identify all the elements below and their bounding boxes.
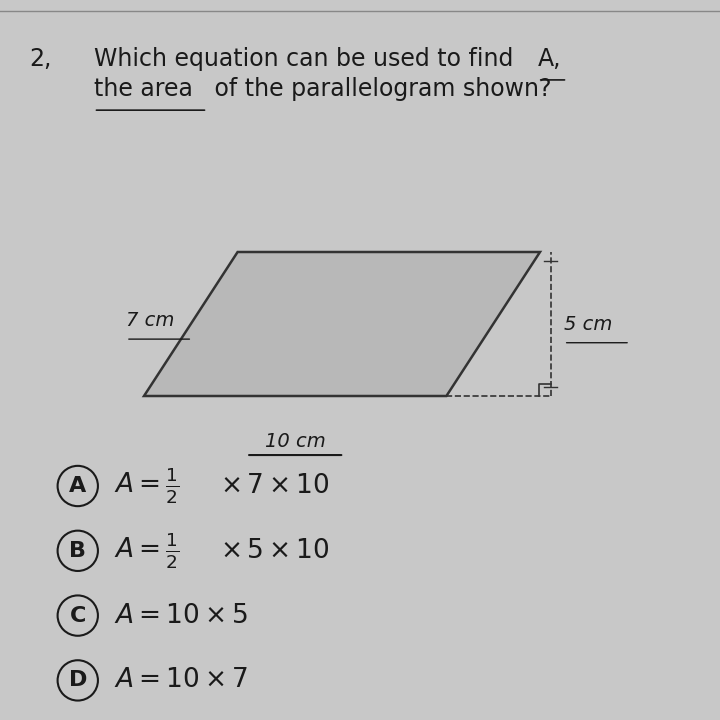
Text: $\times\, 7 \times 10$: $\times\, 7 \times 10$ <box>220 473 330 499</box>
Text: $A = \frac{1}{2}$: $A = \frac{1}{2}$ <box>114 466 179 506</box>
Text: B: B <box>69 541 86 561</box>
Text: 5 cm: 5 cm <box>564 315 612 333</box>
Text: 2,: 2, <box>29 47 51 71</box>
Text: A: A <box>69 476 86 496</box>
Text: the area: the area <box>94 77 192 101</box>
Polygon shape <box>144 252 540 396</box>
Text: $\times\, 5 \times 10$: $\times\, 5 \times 10$ <box>220 538 330 564</box>
Text: A,: A, <box>538 47 562 71</box>
Text: C: C <box>70 606 86 626</box>
Text: $A = \frac{1}{2}$: $A = \frac{1}{2}$ <box>114 531 179 571</box>
Text: 7 cm: 7 cm <box>126 311 174 330</box>
Text: D: D <box>68 670 87 690</box>
Text: Which equation can be used to find: Which equation can be used to find <box>94 47 521 71</box>
Text: $A = 10 \times 5$: $A = 10 \times 5$ <box>114 603 248 629</box>
Text: of the parallelogram shown?: of the parallelogram shown? <box>207 77 552 101</box>
Text: $A = 10 \times 7$: $A = 10 \times 7$ <box>114 667 248 693</box>
Text: 10 cm: 10 cm <box>265 432 325 451</box>
